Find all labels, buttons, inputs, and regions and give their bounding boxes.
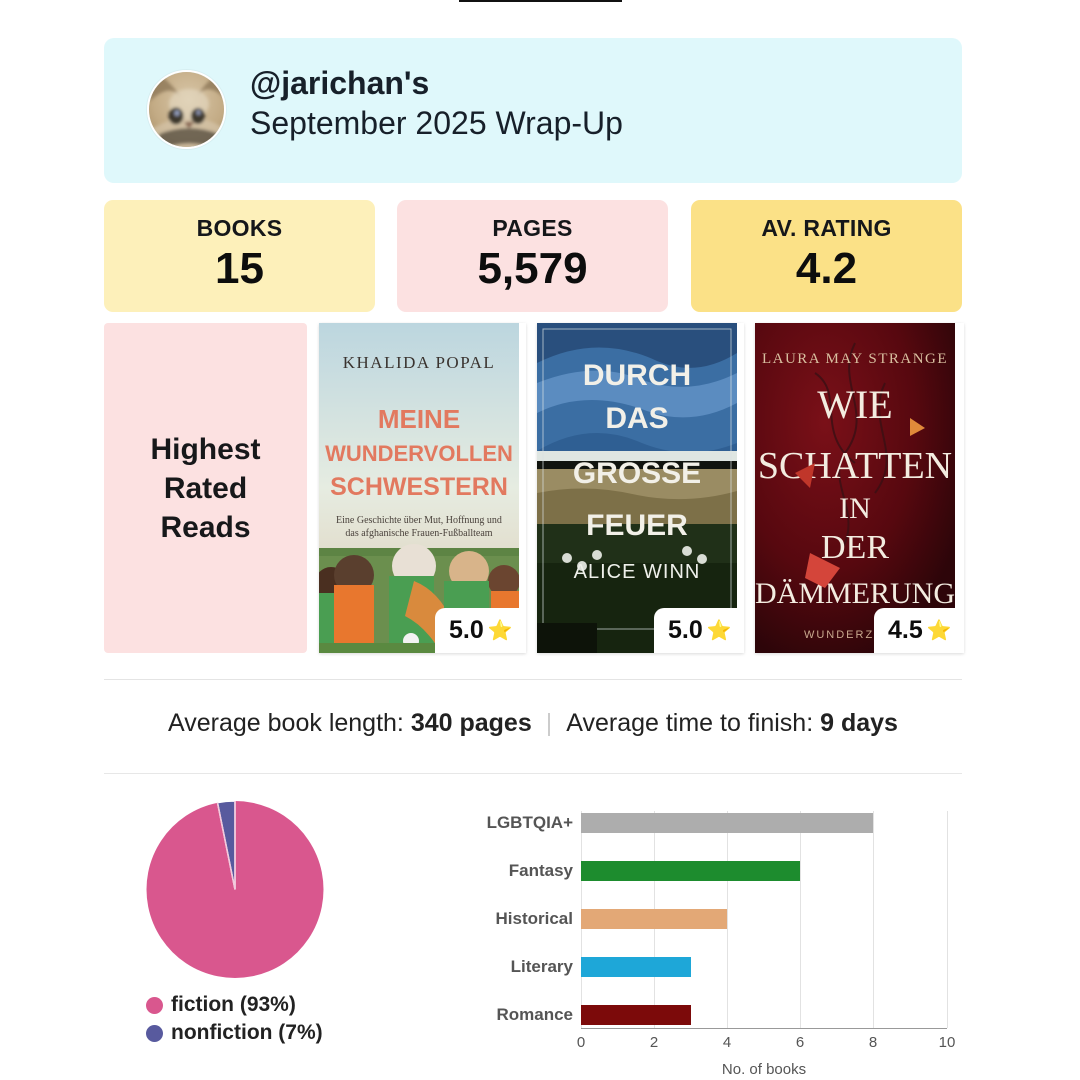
svg-text:DÄMMERUNG: DÄMMERUNG: [755, 577, 955, 610]
svg-text:IN: IN: [839, 492, 871, 525]
svg-text:DURCH: DURCH: [583, 359, 691, 392]
svg-text:WUNDERVOLLEN: WUNDERVOLLEN: [325, 441, 513, 466]
svg-text:MEINE: MEINE: [378, 404, 460, 434]
svg-text:LAURA MAY STRANGE: LAURA MAY STRANGE: [762, 351, 948, 367]
svg-text:ALICE WINN: ALICE WINN: [574, 561, 701, 583]
svg-text:GROSSE: GROSSE: [573, 457, 701, 490]
svg-text:SCHATTEN: SCHATTEN: [758, 445, 952, 487]
svg-text:DAS: DAS: [605, 402, 668, 435]
svg-text:das afghanische Frauen-Fußball: das afghanische Frauen-Fußballteam: [345, 528, 492, 539]
svg-text:WIE: WIE: [817, 382, 893, 427]
svg-text:SCHWESTERN: SCHWESTERN: [330, 473, 508, 501]
svg-text:FEUER: FEUER: [586, 509, 688, 542]
svg-text:Eine Geschichte über Mut, Hoff: Eine Geschichte über Mut, Hoffnung und: [336, 515, 502, 526]
svg-text:DER: DER: [821, 529, 889, 566]
